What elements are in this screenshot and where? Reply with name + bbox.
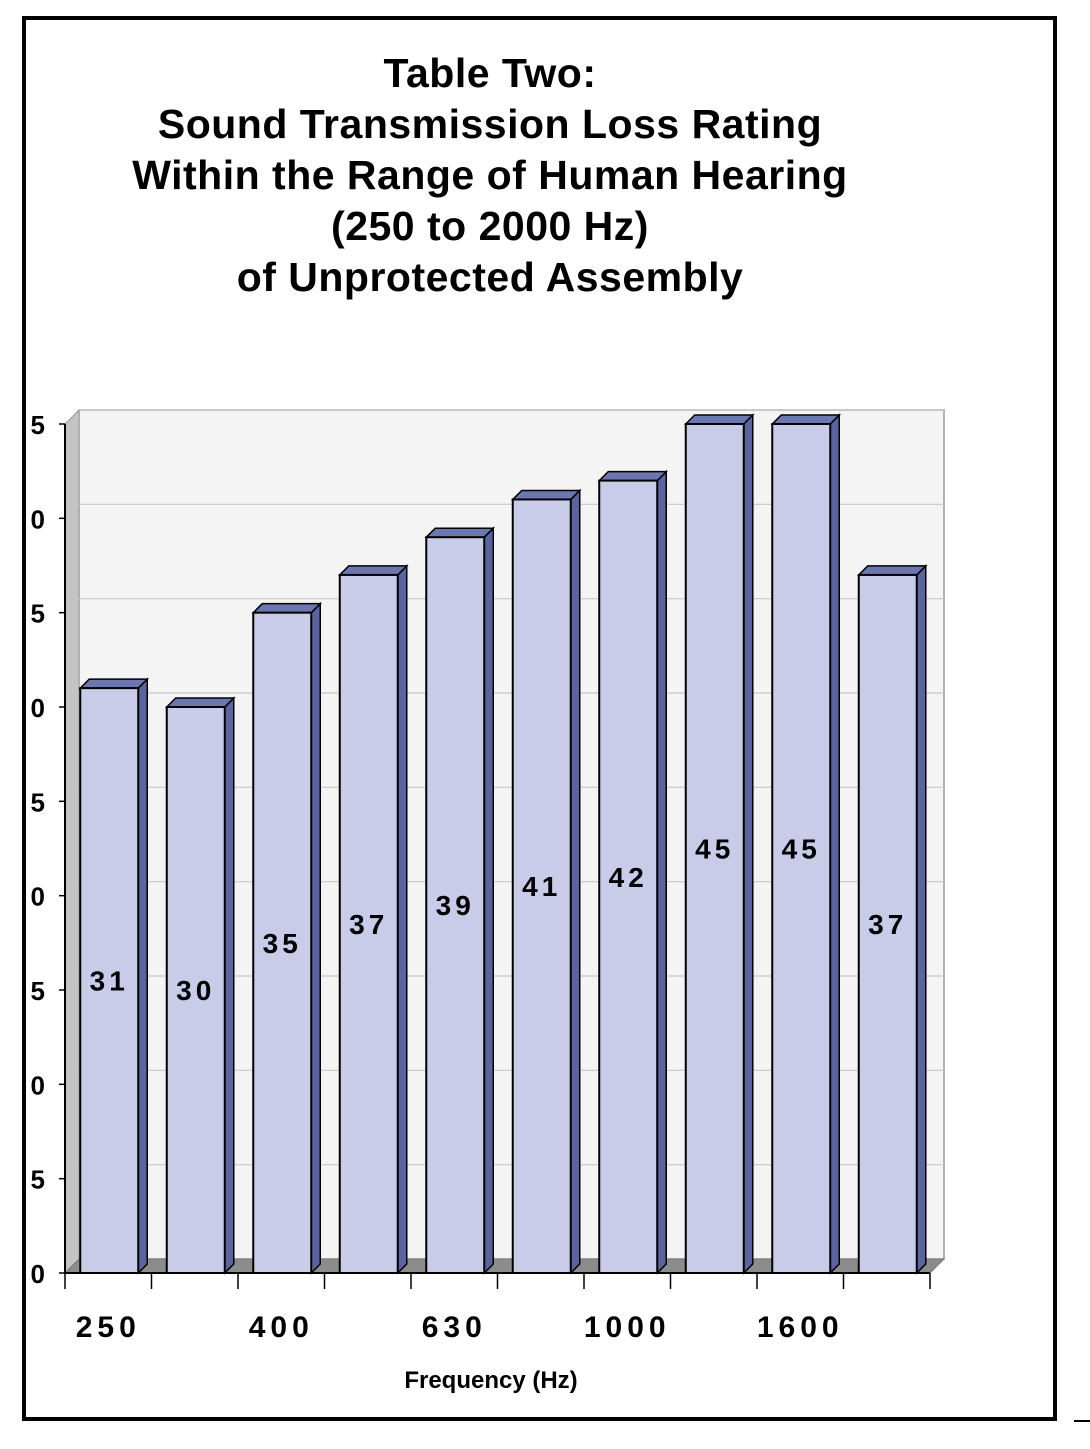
x-tick-label: 400 — [249, 1311, 314, 1344]
bar-data-label: 30 — [176, 975, 215, 1006]
x-tick-label: 1600 — [757, 1311, 844, 1344]
bar-top — [597, 470, 669, 482]
bar-top — [424, 527, 496, 538]
bar-1000: 42 — [597, 469, 669, 1275]
x-axis-label: Frequency (Hz) — [404, 1367, 577, 1394]
bar-front — [771, 423, 832, 1274]
bar-top — [251, 602, 323, 614]
y-tick-label: 5 — [31, 1165, 45, 1195]
bar-side — [137, 677, 148, 1275]
y-tick-label: 0 — [31, 693, 45, 723]
bar-front — [425, 536, 486, 1274]
title-line: (250 to 2000 Hz) — [331, 203, 649, 249]
y-axis-ticks: 0 5 0 5 0 5 0 5 0 5 — [31, 410, 66, 1289]
chart-frame — [22, 16, 1057, 1421]
bar-side — [570, 488, 581, 1275]
bar-800: 41 — [510, 488, 582, 1275]
bar-top — [78, 678, 150, 689]
bar-data-label: 41 — [522, 871, 561, 902]
bar-top — [770, 414, 842, 425]
x-tick-label: 250 — [76, 1311, 141, 1344]
bar-side — [743, 413, 754, 1275]
x-tick-label: 630 — [422, 1311, 487, 1344]
title-line: Table Two: — [383, 50, 597, 96]
bar-top — [164, 697, 236, 708]
y-tick-label: 5 — [31, 976, 45, 1006]
bar-data-label: 45 — [695, 834, 734, 865]
y-tick-label: 0 — [31, 1259, 45, 1289]
bar-data-label: 37 — [349, 909, 388, 940]
bar-1250: 45 — [683, 413, 755, 1275]
bar-630: 39 — [424, 526, 496, 1275]
x-axis-ticks: 250 400 630 1000 1600 — [64, 1272, 931, 1344]
y-tick-label: 0 — [31, 1070, 45, 1100]
x-tick-label: 1000 — [584, 1311, 671, 1344]
bar-data-label: 31 — [90, 966, 129, 997]
bar-1600: 45 — [770, 413, 842, 1275]
title-line: Sound Transmission Loss Rating — [157, 101, 823, 147]
title-line: Within the Range of Human Hearing — [132, 152, 848, 198]
bar-250: 31 — [78, 677, 150, 1275]
bar-data-label: 37 — [868, 909, 907, 940]
bar-front — [511, 498, 572, 1274]
bar-data-label: 42 — [609, 862, 648, 893]
chart-title: Table Two: Sound Transmission Loss Ratin… — [40, 48, 940, 303]
bar-side — [224, 696, 235, 1275]
bar-side — [397, 564, 408, 1275]
bar-front — [252, 611, 313, 1274]
bar-400: 35 — [251, 601, 323, 1275]
bar-data-label: 35 — [263, 928, 302, 959]
page-edge-mark — [1074, 1420, 1090, 1422]
bar-side — [829, 413, 840, 1275]
bar-top — [856, 565, 928, 576]
bar-front — [79, 687, 140, 1274]
bar-2000: 37 — [856, 564, 928, 1275]
bar-data-label: 45 — [782, 834, 821, 865]
y-tick-label: 0 — [31, 882, 45, 912]
bar-315: 30 — [164, 696, 236, 1275]
bar-top — [337, 565, 409, 576]
bar-data-label: 39 — [436, 890, 475, 921]
bar-500: 37 — [337, 564, 409, 1275]
bar-top — [510, 489, 582, 501]
bar-front — [857, 573, 918, 1274]
y-tick-label: 5 — [31, 787, 45, 817]
title-line: of Unprotected Assembly — [236, 254, 744, 300]
y-tick-label: 5 — [31, 410, 45, 440]
bar-side — [916, 564, 927, 1275]
bar-side — [483, 526, 494, 1275]
bars: 31 30 35 37 39 41 42 45 45 37 — [78, 413, 928, 1275]
plot-left-wall — [64, 408, 80, 1275]
bar-top — [683, 414, 755, 425]
y-tick-label: 5 — [31, 599, 45, 629]
y-tick-label: 0 — [31, 504, 45, 534]
bar-side — [310, 601, 321, 1275]
bar-front — [684, 423, 745, 1274]
bar-side — [656, 469, 667, 1275]
